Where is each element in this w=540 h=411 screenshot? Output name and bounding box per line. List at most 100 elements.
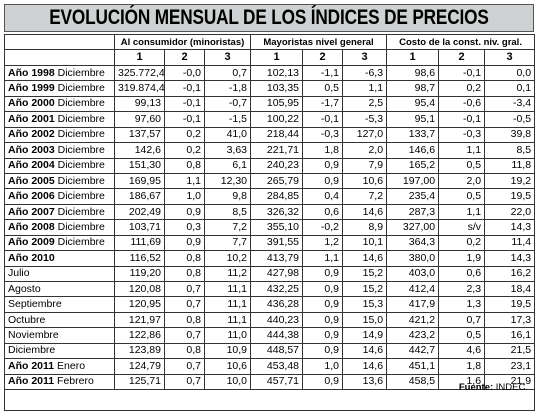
data-cell: 14,9 <box>342 327 388 344</box>
data-cell: -1,7 <box>302 95 344 113</box>
data-cell: -0,7 <box>203 95 252 113</box>
data-cell: 95,1 <box>386 111 440 128</box>
data-cell: -0,2 <box>302 219 344 236</box>
data-cell: 0,8 <box>164 311 205 329</box>
data-cell: 1,0 <box>302 358 344 375</box>
row-month: Diciembre <box>57 190 105 203</box>
row-label: Septiembre <box>4 296 115 313</box>
data-cell: 0,6 <box>438 265 486 283</box>
subheader-cell: 1 <box>250 49 304 66</box>
row-month: Septiembre <box>8 298 62 311</box>
data-cell: 403,0 <box>386 265 440 283</box>
row-label: Octubre <box>4 311 115 329</box>
table-row: Año 2001 Diciembre 97,60 -0,1 -1,5 100,22 -0,… <box>4 111 536 128</box>
data-cell: -0,5 <box>484 111 536 128</box>
data-cell: 13,6 <box>342 373 388 391</box>
data-cell: 15,2 <box>342 280 388 298</box>
data-cell: 0,8 <box>164 342 205 360</box>
data-cell: 2,0 <box>438 172 486 190</box>
subheader-cell: 2 <box>164 49 205 66</box>
data-cell: -0,1 <box>164 80 205 97</box>
data-cell: 7,9 <box>342 157 388 174</box>
data-cell: 440,23 <box>250 311 304 329</box>
data-cell: 14,6 <box>342 250 388 267</box>
row-month: Diciembre <box>57 112 105 125</box>
data-cell: 235,4 <box>386 188 440 205</box>
table-row: Julio 119,20 0,8 11,2 427,98 0,9 15,2 403,0 0,6 1… <box>4 265 536 283</box>
data-cell: 218,44 <box>250 126 304 144</box>
data-cell: -6,3 <box>342 64 388 82</box>
data-cell: 421,2 <box>386 311 440 329</box>
data-cell: 0,9 <box>302 296 344 313</box>
row-month: Diciembre <box>57 205 105 218</box>
data-cell: 1,1 <box>302 250 344 267</box>
subheader-cell: 2 <box>302 49 344 66</box>
data-cell: 6,1 <box>203 157 252 174</box>
data-cell: 98,6 <box>386 64 440 82</box>
data-cell: 1,2 <box>302 234 344 252</box>
row-label: Diciembre <box>4 342 115 360</box>
data-cell: 99,13 <box>114 95 165 113</box>
data-cell: 0,7 <box>203 64 252 82</box>
data-cell: -0,1 <box>164 111 205 128</box>
data-cell: 15,0 <box>342 311 388 329</box>
data-cell: 100,22 <box>250 111 304 128</box>
data-cell: -0,3 <box>438 126 486 144</box>
footer-spacer-cell <box>3 389 536 411</box>
data-cell: -5,3 <box>342 111 388 128</box>
data-cell: 95,4 <box>386 95 440 113</box>
data-cell: 105,95 <box>250 95 304 113</box>
data-cell: 1,1 <box>342 80 388 97</box>
data-cell: -0,3 <box>302 126 344 144</box>
data-cell: 417,9 <box>386 296 440 313</box>
data-cell: 116,52 <box>114 250 165 267</box>
data-cell: 0,8 <box>164 250 205 267</box>
data-cell: 7,7 <box>203 234 252 252</box>
data-cell: 287,3 <box>386 203 440 221</box>
table-row: Año 2003 Diciembre 142,6 0,2 3,63 221,71 1,8 2… <box>4 142 536 159</box>
data-cell: 0,4 <box>302 188 344 205</box>
row-year: Año 2010 <box>8 251 55 264</box>
data-cell: 1,1 <box>164 172 205 190</box>
data-cell: 284,85 <box>250 188 304 205</box>
data-cell: 7,2 <box>203 219 252 236</box>
data-cell: 0,5 <box>438 188 486 205</box>
row-year: Año 2002 <box>8 128 55 141</box>
data-cell: 120,95 <box>114 296 165 313</box>
data-cell: 265,79 <box>250 172 304 190</box>
data-cell: 97,60 <box>114 111 165 128</box>
table-row: Año 2007 Diciembre 202,49 0,9 8,5 326,32 0,6 1… <box>4 203 536 221</box>
table-row: Octubre 121,97 0,8 11,1 440,23 0,9 15,0 421,2 0,… <box>4 311 536 329</box>
subheader-cell: 3 <box>484 49 536 66</box>
data-cell: 0,9 <box>164 234 205 252</box>
row-year: Año 2001 <box>8 112 55 125</box>
table-row: Año 2008 Diciembre 103,71 0,3 7,2 355,10 -0,2… <box>4 219 536 236</box>
data-cell: 103,71 <box>114 219 165 236</box>
row-label: Año 2011 Enero <box>4 358 115 375</box>
row-year: Año 2007 <box>8 205 55 218</box>
data-cell: 413,79 <box>250 250 304 267</box>
data-cell: 10,6 <box>203 358 252 375</box>
row-month: Diciembre <box>57 143 105 156</box>
data-cell: 11,8 <box>484 157 536 174</box>
data-cell: 120,08 <box>114 280 165 298</box>
data-cell: 1,8 <box>302 142 344 159</box>
data-cell: 14,6 <box>342 203 388 221</box>
data-cell: 0,9 <box>302 280 344 298</box>
data-cell: 0,7 <box>438 311 486 329</box>
row-label: Año 2004 Diciembre <box>4 157 115 174</box>
corner-cell-sub <box>4 49 115 66</box>
data-cell: 1,9 <box>438 250 486 267</box>
data-cell: 0,3 <box>164 219 205 236</box>
data-cell: 8,9 <box>342 219 388 236</box>
data-cell: 19,5 <box>484 296 536 313</box>
data-cell: 102,13 <box>250 64 304 82</box>
data-cell: 355,10 <box>250 219 304 236</box>
row-year: Año 2004 <box>8 159 55 172</box>
data-cell: 146,6 <box>386 142 440 159</box>
row-label: Año 2005 Diciembre <box>4 172 115 190</box>
data-cell: 39,8 <box>484 126 536 144</box>
row-label: Año 2008 Diciembre <box>4 219 115 236</box>
data-cell: 0,2 <box>438 234 486 252</box>
